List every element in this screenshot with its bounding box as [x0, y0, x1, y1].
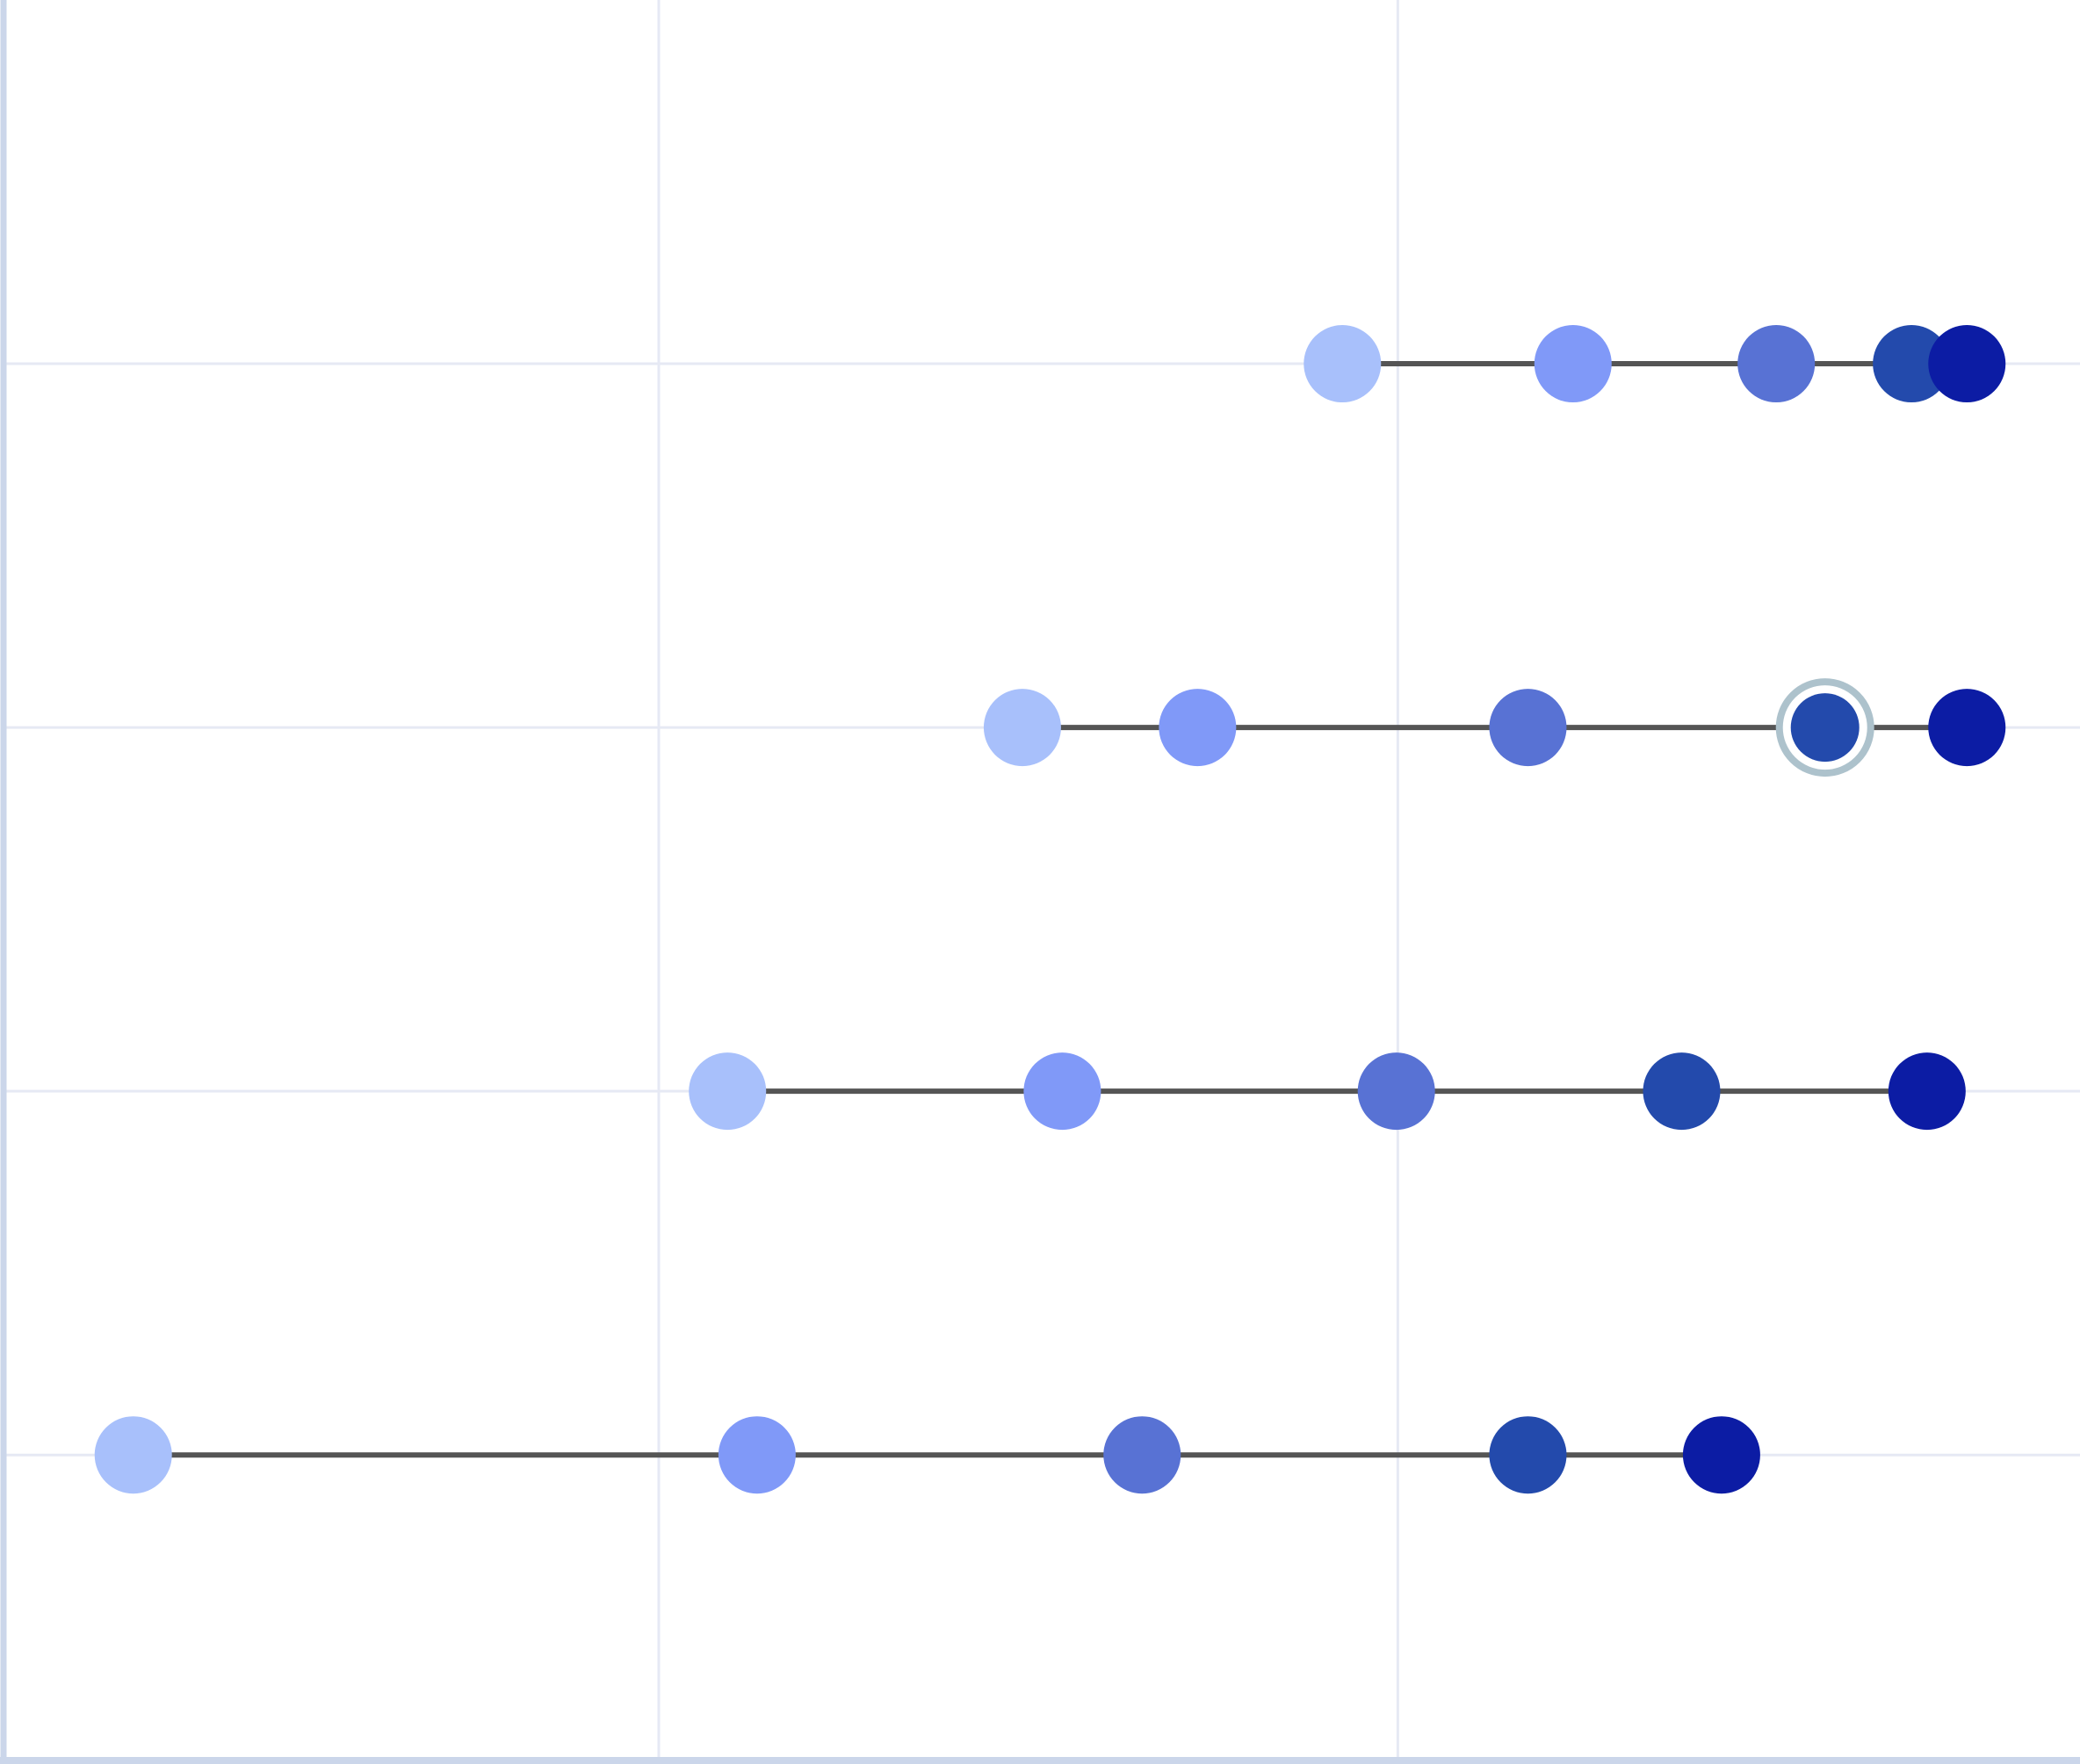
dot-row — [983, 678, 2006, 777]
data-point[interactable] — [1489, 689, 1567, 767]
data-point[interactable] — [718, 1416, 796, 1494]
data-point[interactable] — [1304, 325, 1382, 403]
data-point[interactable] — [1682, 1416, 1760, 1494]
data-point[interactable] — [1928, 689, 2006, 767]
data-point[interactable] — [1873, 325, 1951, 403]
data-point[interactable] — [1643, 1052, 1721, 1131]
data-point[interactable] — [1737, 325, 1816, 403]
data-point[interactable] — [94, 1416, 172, 1494]
data-point[interactable] — [689, 1052, 767, 1131]
gridlines — [6, 0, 2080, 1760]
data-point[interactable] — [1888, 1052, 1966, 1131]
data-point[interactable] — [1489, 1416, 1567, 1494]
dot-row — [1304, 325, 2006, 403]
data-point[interactable] — [1159, 689, 1237, 767]
dot-row — [689, 1052, 1966, 1131]
data-point[interactable] — [1357, 1052, 1435, 1131]
data-point[interactable] — [1928, 325, 2006, 403]
data-point-highlighted[interactable] — [1790, 693, 1860, 763]
data-point[interactable] — [1534, 325, 1612, 403]
data-point[interactable] — [1023, 1052, 1101, 1131]
dot-row — [94, 1416, 1760, 1494]
data-point[interactable] — [983, 689, 1061, 767]
data-marks — [94, 325, 2006, 1494]
data-point[interactable] — [1103, 1416, 1181, 1494]
